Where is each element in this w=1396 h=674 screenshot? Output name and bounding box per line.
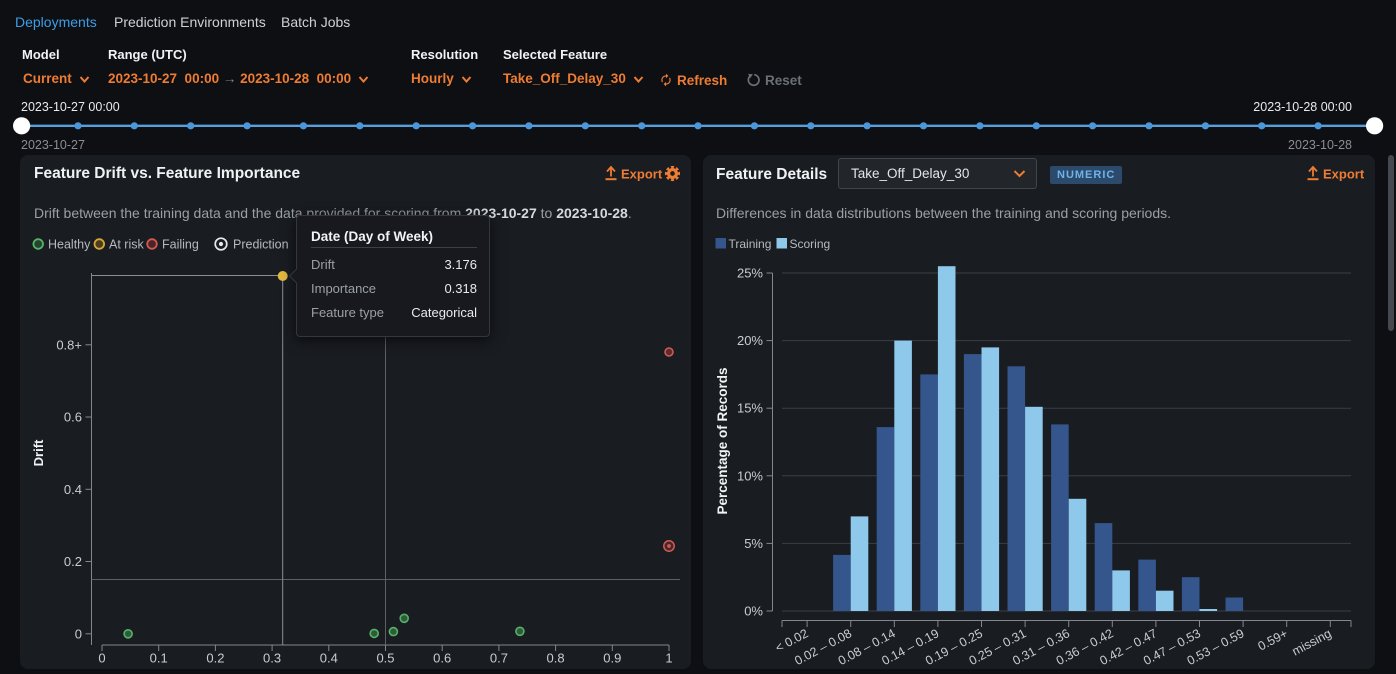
svg-text:0.3: 0.3: [263, 651, 281, 666]
svg-text:Prediction: Prediction: [233, 238, 289, 252]
svg-text:0%: 0%: [744, 604, 763, 619]
svg-text:0.9: 0.9: [603, 651, 621, 666]
svg-text:Training: Training: [729, 237, 772, 251]
svg-text:0.6: 0.6: [64, 410, 82, 425]
svg-text:15%: 15%: [737, 401, 763, 416]
svg-text:Healthy: Healthy: [48, 238, 91, 252]
svg-text:20%: 20%: [737, 333, 763, 348]
svg-text:At risk: At risk: [109, 238, 144, 252]
svg-text:0.4: 0.4: [64, 482, 82, 497]
svg-text:0.59+: 0.59+: [1256, 626, 1291, 653]
svg-text:missing: missing: [1290, 626, 1334, 658]
svg-text:0.4: 0.4: [320, 651, 338, 666]
svg-text:0.8: 0.8: [547, 651, 565, 666]
svg-text:0.2: 0.2: [206, 651, 224, 666]
svg-text:Export: Export: [1323, 167, 1365, 182]
svg-text:Failing: Failing: [162, 238, 199, 252]
svg-text:Scoring: Scoring: [790, 237, 831, 251]
svg-text:0.5: 0.5: [376, 651, 394, 666]
svg-text:5%: 5%: [744, 536, 763, 551]
svg-text:Drift: Drift: [31, 439, 46, 466]
svg-text:0.2: 0.2: [64, 554, 82, 569]
svg-text:0.8+: 0.8+: [56, 337, 82, 352]
svg-text:0: 0: [75, 626, 82, 641]
svg-text:Percentage of Records: Percentage of Records: [715, 367, 730, 514]
svg-text:25%: 25%: [737, 266, 763, 281]
svg-text:1: 1: [665, 651, 672, 666]
svg-text:0.1: 0.1: [150, 651, 168, 666]
svg-text:0.6: 0.6: [433, 651, 451, 666]
svg-text:Export: Export: [621, 167, 663, 182]
svg-text:10%: 10%: [737, 468, 763, 483]
svg-text:0.7: 0.7: [490, 651, 508, 666]
svg-text:0: 0: [98, 651, 105, 666]
